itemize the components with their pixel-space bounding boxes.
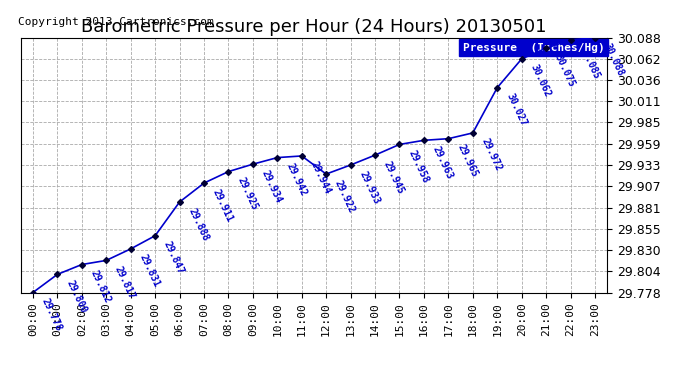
Text: 29.963: 29.963	[431, 144, 455, 181]
Text: 29.778: 29.778	[40, 297, 63, 333]
Text: 29.944: 29.944	[308, 160, 333, 196]
Text: 30.062: 30.062	[529, 63, 553, 99]
Text: 30.027: 30.027	[504, 92, 528, 128]
Text: 29.922: 29.922	[333, 178, 357, 214]
Text: 29.965: 29.965	[455, 143, 480, 179]
Text: 29.958: 29.958	[406, 148, 431, 185]
Text: 29.925: 29.925	[235, 176, 259, 212]
Text: 29.800: 29.800	[64, 279, 88, 315]
Text: 29.942: 29.942	[284, 162, 308, 198]
Text: 29.847: 29.847	[162, 240, 186, 276]
Text: 29.911: 29.911	[211, 187, 235, 224]
Text: 29.934: 29.934	[260, 168, 284, 204]
Text: 30.088: 30.088	[602, 42, 626, 78]
Text: Copyright 2013 Cartronics.com: Copyright 2013 Cartronics.com	[18, 17, 213, 27]
Text: 30.085: 30.085	[578, 44, 602, 80]
Text: 29.888: 29.888	[186, 206, 210, 242]
Text: 29.945: 29.945	[382, 159, 406, 195]
Text: 29.812: 29.812	[89, 269, 112, 305]
Text: 29.831: 29.831	[137, 253, 161, 289]
Text: Pressure  (Inches/Hg): Pressure (Inches/Hg)	[462, 43, 604, 52]
Text: 29.972: 29.972	[480, 137, 504, 173]
Title: Barometric Pressure per Hour (24 Hours) 20130501: Barometric Pressure per Hour (24 Hours) …	[81, 18, 546, 36]
Text: 29.817: 29.817	[113, 265, 137, 301]
Text: 29.933: 29.933	[357, 169, 382, 206]
Text: 30.075: 30.075	[553, 53, 577, 88]
